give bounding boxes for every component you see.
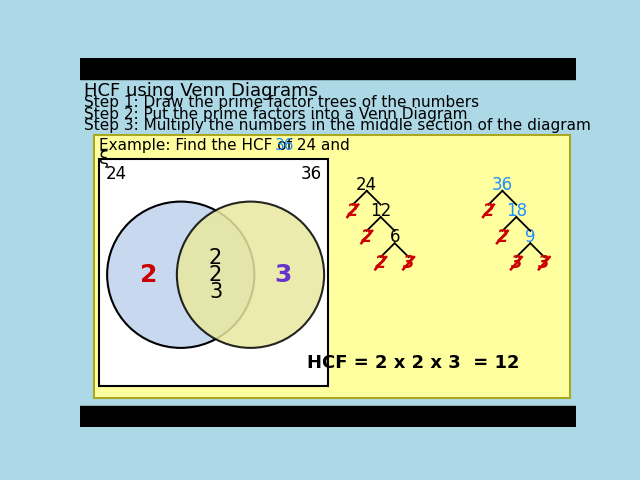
Text: 3: 3 bbox=[538, 254, 550, 272]
Text: Step 2: Put the prime factors into a Venn Diagram: Step 2: Put the prime factors into a Ven… bbox=[84, 107, 467, 122]
Text: 2: 2 bbox=[140, 263, 157, 287]
Text: Step 1: Draw the prime factor trees of the numbers: Step 1: Draw the prime factor trees of t… bbox=[84, 96, 479, 110]
Text: 36: 36 bbox=[492, 176, 513, 193]
Text: 3: 3 bbox=[275, 263, 292, 287]
Bar bbox=[99, 159, 328, 386]
Bar bbox=[80, 406, 576, 427]
Text: 24: 24 bbox=[356, 176, 378, 193]
Text: 24: 24 bbox=[106, 166, 127, 183]
Text: 12: 12 bbox=[370, 202, 391, 220]
Text: 3: 3 bbox=[511, 254, 522, 272]
Text: 3: 3 bbox=[403, 254, 415, 272]
Text: 9: 9 bbox=[525, 228, 536, 246]
Text: HCF = 2 x 2 x 3  = 12: HCF = 2 x 2 x 3 = 12 bbox=[307, 354, 520, 372]
Text: 2: 2 bbox=[209, 248, 222, 268]
Text: Example: Find the HCF of 24 and: Example: Find the HCF of 24 and bbox=[99, 138, 355, 154]
Text: 2: 2 bbox=[209, 265, 222, 285]
Text: 2: 2 bbox=[483, 202, 494, 220]
Text: 6: 6 bbox=[389, 228, 400, 246]
Text: 2: 2 bbox=[375, 254, 387, 272]
Bar bbox=[80, 58, 576, 79]
Text: 36: 36 bbox=[301, 166, 322, 183]
Text: 2: 2 bbox=[361, 228, 372, 246]
Circle shape bbox=[107, 202, 254, 348]
Text: 3: 3 bbox=[209, 282, 222, 302]
Text: HCF using Venn Diagrams: HCF using Venn Diagrams bbox=[84, 82, 318, 100]
Text: 36: 36 bbox=[275, 138, 294, 154]
Text: Step 3: Multiply the numbers in the middle section of the diagram: Step 3: Multiply the numbers in the midd… bbox=[84, 119, 591, 133]
Text: 2: 2 bbox=[497, 228, 508, 246]
Text: ξ: ξ bbox=[99, 150, 109, 168]
Bar bbox=[94, 134, 570, 398]
Text: 18: 18 bbox=[506, 202, 527, 220]
Text: 2: 2 bbox=[347, 202, 358, 220]
Circle shape bbox=[177, 202, 324, 348]
